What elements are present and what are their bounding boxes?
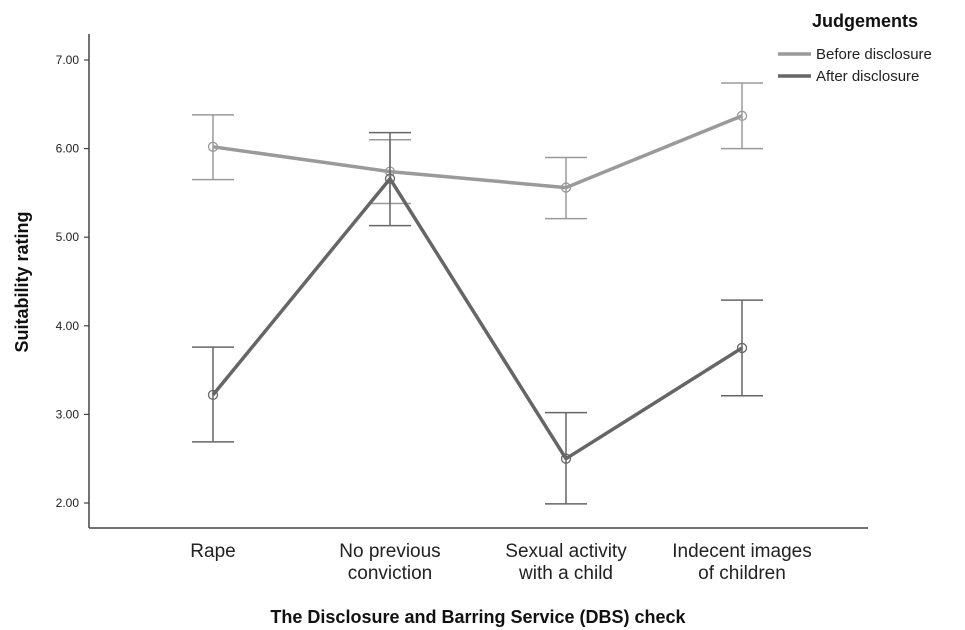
y-axis-ticks: 2.00 3.00 4.00 5.00 6.00 7.00 [56,53,89,510]
legend-title: Judgements [812,11,918,31]
x-category-label-line: Sexual activity [505,541,627,562]
data-point [560,182,572,193]
x-category-label-line: No previous [339,541,440,562]
legend-item: After disclosure [778,68,919,85]
y-tick-label: 7.00 [56,53,80,67]
legend-label: After disclosure [816,68,919,85]
series-after-disclosure [192,131,763,505]
y-tick-label: 6.00 [56,142,80,156]
data-point [560,453,572,464]
x-category-label-line: Rape [190,541,235,562]
x-category-label-line: of children [698,563,786,584]
legend-item: Before disclosure [778,46,932,63]
data-point [736,342,748,354]
x-category-label: Rape [190,541,235,562]
legend-label: Before disclosure [816,46,932,63]
x-category-label-line: conviction [348,563,433,584]
series-line [211,176,743,461]
legend: Judgements Before disclosure After disclo… [778,11,932,85]
x-category-label-line: with a child [518,563,613,584]
data-point [384,173,396,184]
y-tick-label: 3.00 [56,407,80,421]
x-category-label-line: Indecent images [672,541,811,562]
data-point [207,389,219,401]
series-line [212,114,743,190]
y-axis-title: Suitability rating [12,211,32,352]
series-before-disclosure [192,82,763,220]
y-tick-label: 5.00 [56,230,80,244]
y-tick-label: 4.00 [56,319,80,333]
y-tick-label: 2.00 [56,496,80,510]
x-axis-title: The Disclosure and Barring Service (DBS)… [270,607,686,627]
series-layer [192,82,763,505]
legend-items: Before disclosure After disclosure [778,46,932,85]
data-point [736,110,748,121]
data-point [207,141,219,152]
